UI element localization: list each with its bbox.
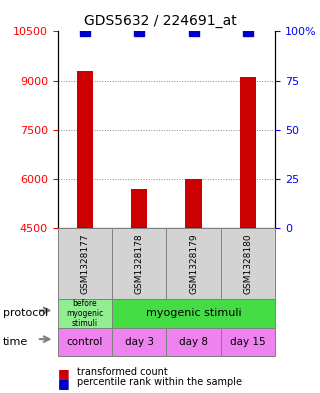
- Text: day 8: day 8: [179, 337, 208, 347]
- Text: GSM1328180: GSM1328180: [244, 233, 252, 294]
- Text: transformed count: transformed count: [77, 367, 168, 377]
- Bar: [131, 189, 148, 228]
- Bar: [77, 71, 93, 228]
- Text: ■: ■: [58, 367, 69, 380]
- Text: day 15: day 15: [230, 337, 266, 347]
- Text: control: control: [67, 337, 103, 347]
- Text: GSM1328179: GSM1328179: [189, 233, 198, 294]
- Text: GSM1328177: GSM1328177: [80, 233, 89, 294]
- Text: day 3: day 3: [125, 337, 154, 347]
- Text: GSM1328178: GSM1328178: [135, 233, 144, 294]
- Text: percentile rank within the sample: percentile rank within the sample: [77, 377, 242, 387]
- Text: ■: ■: [58, 377, 69, 390]
- Bar: [240, 77, 256, 228]
- Bar: [186, 179, 202, 228]
- Text: myogenic stimuli: myogenic stimuli: [146, 309, 241, 318]
- Text: before
myogenic
stimuli: before myogenic stimuli: [66, 299, 103, 328]
- Text: time: time: [3, 337, 28, 347]
- Text: GDS5632 / 224691_at: GDS5632 / 224691_at: [84, 14, 236, 28]
- Text: protocol: protocol: [3, 309, 48, 318]
